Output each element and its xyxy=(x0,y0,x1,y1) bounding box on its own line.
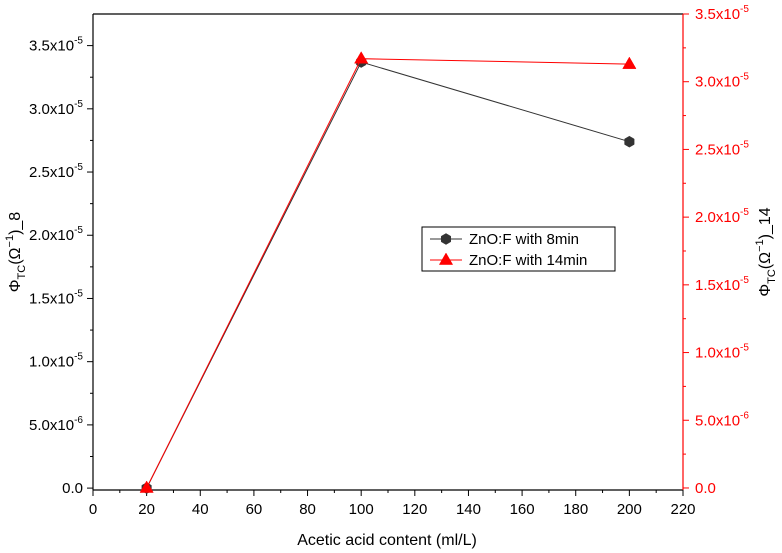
x-tick-label: 200 xyxy=(617,501,642,518)
right-y-axis-title-text: ΦTC(Ω−1)_14 xyxy=(754,207,778,296)
x-tick-label: 180 xyxy=(563,501,588,518)
right-tick-label: 0.0 xyxy=(695,480,716,497)
x-tick-label: 80 xyxy=(299,501,316,518)
legend-label: ZnO:F with 14min xyxy=(469,252,587,269)
x-tick-label: 40 xyxy=(192,501,209,518)
right-tick-label: 3.0x10-5 xyxy=(695,72,749,91)
right-y-axis: 0.0 5.0x10-6 1.0x10-5 1.5x10-5 2.0x10-5 2.5x1… xyxy=(683,4,749,497)
left-tick-label: 1.0x10-5 xyxy=(29,352,83,371)
legend-box xyxy=(421,226,616,272)
legend-entry: ZnO:F with 8min xyxy=(430,231,579,248)
right-tick-label: 3.5x10-5 xyxy=(695,4,749,23)
x-tick-label: 20 xyxy=(138,501,155,518)
left-tick-label: 3.5x10-5 xyxy=(29,36,83,55)
right-tick-label: 5.0x10-6 xyxy=(695,410,749,429)
series-layer xyxy=(139,51,637,494)
right-tick-label: 1.5x10-5 xyxy=(695,275,749,294)
x-tick-label: 60 xyxy=(246,501,263,518)
x-axis-title: Acetic acid content (ml/L) xyxy=(297,532,477,549)
data-point xyxy=(354,51,369,64)
left-tick-label: 3.0x10-5 xyxy=(29,99,83,118)
x-tick-label: 160 xyxy=(510,501,535,518)
left-tick-label: 2.0x10-5 xyxy=(29,225,83,244)
left-y-axis: 0.0 5.0x10-6 1.0x10-5 1.5x10-5 2.0x10-5 2.5x1… xyxy=(29,36,93,497)
x-axis: 0 20 40 60 80 100 120 140 160 180 200 220 xyxy=(89,490,696,518)
left-tick-label: 1.5x10-5 xyxy=(29,288,83,307)
left-tick-label: 0.0 xyxy=(62,480,83,497)
legend-marker xyxy=(438,252,454,265)
plot-frame xyxy=(92,13,684,491)
data-point xyxy=(139,480,154,493)
series-2 xyxy=(139,51,637,493)
right-y-axis-title: ΦTC(Ω−1)_14 xyxy=(754,207,778,296)
x-tick-label: 140 xyxy=(456,501,481,518)
left-tick-label: 2.5x10-5 xyxy=(29,162,83,181)
left-y-axis-title-text: ΦTC(Ω−1)_8 xyxy=(4,212,28,293)
right-tick-label: 1.0x10-5 xyxy=(695,343,749,362)
legend-label: ZnO:F with 8min xyxy=(469,231,579,248)
x-tick-label: 220 xyxy=(670,501,695,518)
data-point xyxy=(622,56,637,69)
legend-entry: ZnO:F with 14min xyxy=(430,252,587,269)
x-tick-label: 120 xyxy=(402,501,427,518)
legend-marker xyxy=(440,233,452,245)
x-tick-label: 100 xyxy=(349,501,374,518)
right-tick-label: 2.0x10-5 xyxy=(695,207,749,226)
x-tick-label: 0 xyxy=(89,501,97,518)
data-point xyxy=(624,135,635,148)
left-tick-label: 5.0x10-6 xyxy=(29,415,83,434)
legend: ZnO:F with 8min ZnO:F with 14min xyxy=(421,226,616,272)
left-y-axis-title: ΦTC(Ω−1)_8 xyxy=(4,212,28,293)
right-tick-label: 2.5x10-5 xyxy=(695,139,749,158)
